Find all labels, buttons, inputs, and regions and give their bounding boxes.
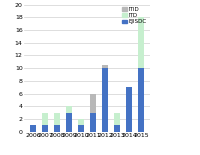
Bar (42, 125, 48, 132)
Bar (54, 125, 60, 132)
Bar (78, 125, 84, 132)
Bar (42, 113, 48, 125)
Bar (138, 17, 144, 68)
Bar (102, 65, 108, 68)
Bar (114, 125, 120, 132)
Bar (54, 113, 60, 125)
Bar (138, 68, 144, 132)
Bar (90, 113, 96, 132)
Legend: ITID, ITD, EJISDC: ITID, ITD, EJISDC (122, 6, 147, 25)
Bar (90, 94, 96, 113)
Bar (30, 125, 36, 132)
Bar (114, 113, 120, 125)
Bar (78, 119, 84, 125)
Bar (66, 106, 72, 113)
Bar (126, 87, 132, 132)
Bar (102, 68, 108, 132)
Bar (66, 113, 72, 132)
